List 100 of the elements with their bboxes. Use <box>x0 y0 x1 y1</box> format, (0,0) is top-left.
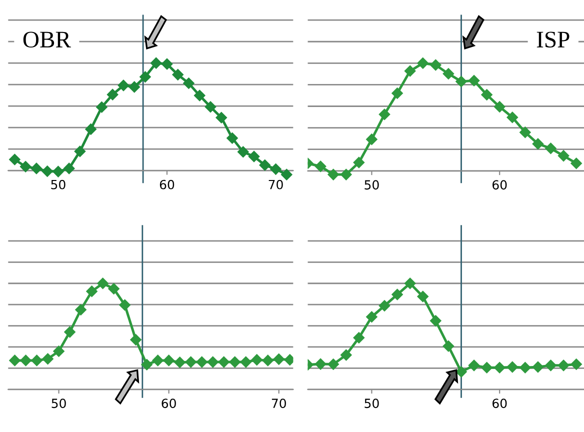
point <box>366 311 378 322</box>
point <box>42 166 53 177</box>
point <box>506 361 518 373</box>
point <box>141 358 152 370</box>
point <box>30 162 42 174</box>
point <box>481 89 492 100</box>
point <box>86 286 98 297</box>
point <box>545 142 556 154</box>
point <box>196 356 208 368</box>
point <box>494 101 506 112</box>
point <box>52 166 64 178</box>
x-tick-label: 70 <box>268 180 283 190</box>
point <box>163 354 174 366</box>
point <box>328 358 339 370</box>
point <box>442 340 454 352</box>
point <box>417 58 428 69</box>
point <box>161 58 173 70</box>
point <box>456 366 467 378</box>
point <box>328 168 339 180</box>
point <box>174 356 186 368</box>
point <box>85 124 96 135</box>
point <box>532 138 544 150</box>
point <box>353 156 365 168</box>
point <box>9 154 20 166</box>
point <box>262 354 274 366</box>
point <box>378 300 390 312</box>
point <box>520 126 531 138</box>
point <box>31 354 42 366</box>
point <box>152 354 164 366</box>
point <box>20 161 32 172</box>
point <box>240 356 252 368</box>
point <box>128 81 140 93</box>
point <box>273 354 284 365</box>
x-tick-label: 50 <box>364 180 379 190</box>
point <box>545 360 556 372</box>
point <box>108 283 120 294</box>
point <box>404 65 416 77</box>
point <box>468 360 480 372</box>
point <box>520 362 531 374</box>
text: ISP <box>536 32 570 48</box>
point <box>506 112 518 123</box>
point <box>430 59 442 71</box>
point <box>64 326 76 338</box>
point <box>558 360 570 372</box>
x-tick-label: 50 <box>52 398 66 408</box>
point <box>456 76 467 88</box>
point <box>281 168 292 180</box>
point <box>314 160 326 172</box>
point <box>9 354 20 366</box>
point <box>229 356 240 368</box>
point <box>150 57 162 69</box>
point <box>340 349 352 361</box>
point <box>570 358 582 370</box>
point <box>251 354 262 366</box>
point <box>204 101 216 112</box>
point <box>130 334 142 346</box>
point <box>63 162 75 174</box>
point <box>172 69 184 80</box>
point <box>494 362 506 374</box>
point <box>106 88 118 100</box>
point <box>185 356 196 368</box>
x-tick-label: 60 <box>492 180 507 190</box>
point <box>259 160 270 171</box>
point <box>366 134 378 145</box>
point <box>74 146 86 157</box>
point <box>481 362 492 374</box>
point <box>392 288 403 300</box>
point <box>97 278 108 289</box>
x-tick-label: 60 <box>162 398 176 408</box>
point <box>140 71 151 82</box>
point <box>183 78 194 89</box>
point <box>238 146 249 158</box>
text: OBR <box>23 32 71 48</box>
point <box>314 358 326 370</box>
x-tick-label: 60 <box>160 180 174 190</box>
point <box>442 68 454 80</box>
point <box>392 88 403 99</box>
point <box>353 332 365 344</box>
point <box>417 290 428 302</box>
x-tick-label: 50 <box>51 180 66 190</box>
point <box>570 158 582 169</box>
point <box>20 354 32 366</box>
point <box>96 102 108 113</box>
point <box>468 75 480 86</box>
point <box>248 150 260 162</box>
point <box>53 346 64 357</box>
point <box>207 356 218 368</box>
x-tick-label: 60 <box>492 398 507 408</box>
point <box>216 112 227 124</box>
point <box>558 150 570 162</box>
point <box>118 80 130 92</box>
x-tick-label: 50 <box>364 398 379 408</box>
point <box>340 168 352 180</box>
point <box>430 315 442 326</box>
point <box>270 163 282 175</box>
point <box>119 299 130 311</box>
point <box>378 108 390 120</box>
x-tick-label: 70 <box>272 398 286 408</box>
point <box>404 278 416 289</box>
point <box>218 356 230 368</box>
